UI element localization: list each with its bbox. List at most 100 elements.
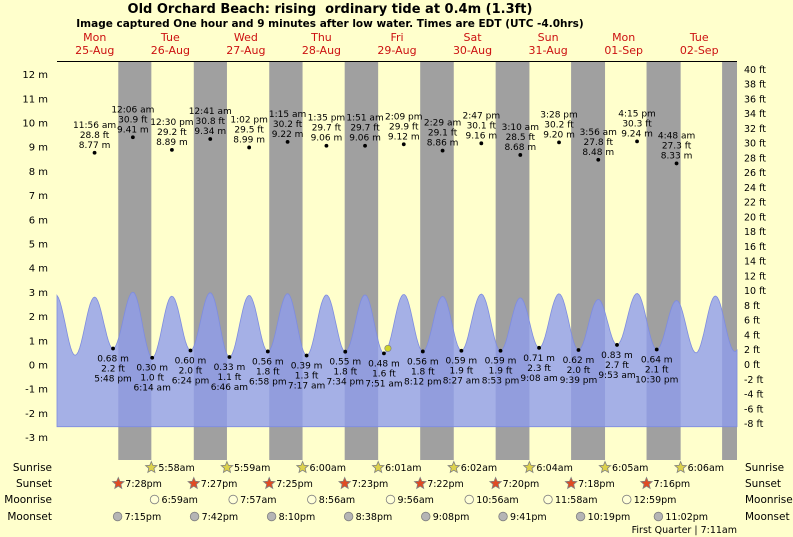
- almanac-label-moonset-right: Moonset: [745, 511, 790, 523]
- y-axis-left-tick-label: -2 m: [25, 409, 48, 420]
- sunrise-star-icon: [522, 460, 537, 474]
- sunset-time: 7:16pm: [654, 479, 691, 490]
- moonrise-event: 12:59pm: [622, 494, 677, 506]
- high-tide-feet: 28.5 ft: [506, 133, 536, 143]
- sunrise-event: 6:05am: [598, 460, 648, 474]
- low-tide-annotation: 0.55 m1.8 ft7:34 pm: [326, 349, 364, 388]
- low-tide-time: 7:17 am: [288, 382, 325, 392]
- y-axis-right-tick-label: 36 ft: [744, 94, 766, 105]
- y-axis-right-tick-label: 30 ft: [744, 139, 766, 150]
- low-tide-annotation: 0.59 m1.9 ft8:27 am: [443, 348, 480, 387]
- page-subtitle: Image captured One hour and 9 minutes af…: [76, 18, 584, 30]
- sunset-event: 7:25pm: [262, 476, 313, 490]
- y-axis-right-tick-label: 16 ft: [744, 242, 766, 253]
- moonset-time: 7:42pm: [202, 512, 239, 523]
- moonset-time: 8:38pm: [356, 512, 393, 523]
- low-tide-dot: [265, 349, 270, 354]
- y-axis-left-tick-label: 5 m: [29, 240, 48, 251]
- moonrise-time: 10:56am: [476, 495, 518, 506]
- y-axis-left-tick-label: 6 m: [29, 215, 48, 226]
- low-tide-annotation: 0.71 m2.3 ft9:08 am: [520, 345, 558, 384]
- sunset-time: 7:27pm: [201, 479, 238, 490]
- low-tide-meters: 0.68 m: [97, 355, 129, 365]
- low-tide-dot: [111, 346, 115, 351]
- high-tide-meters: 9.22 m: [272, 130, 304, 140]
- high-tide-time: 2:29 am: [424, 119, 461, 129]
- y-axis-right-tick-label: 28 ft: [744, 153, 766, 164]
- high-tide-time: 2:47 pm: [463, 111, 501, 121]
- moonset-icon: [266, 511, 277, 522]
- low-tide-dot: [188, 348, 193, 353]
- almanac-label-moonrise-left: Moonrise: [4, 494, 52, 506]
- high-tide-dot: [440, 148, 445, 153]
- high-tide-feet: 29.9 ft: [389, 122, 419, 132]
- high-tide-time: 4:15 pm: [618, 109, 656, 119]
- high-tide-dot: [635, 139, 639, 144]
- low-tide-feet: 2.3 ft: [527, 364, 551, 374]
- y-axis-left-tick-label: 1 m: [29, 336, 48, 347]
- sunset-event: 7:16pm: [639, 476, 691, 490]
- y-axis-right-tick-label: 6 ft: [744, 316, 760, 327]
- sunrise-star-icon: [295, 460, 310, 474]
- y-axis-left-tick-label: 11 m: [22, 94, 48, 105]
- y-axis-right-tick-label: 8 ft: [744, 301, 760, 312]
- moonset-time: 9:08pm: [433, 512, 470, 523]
- y-axis-right-tick-label: 40 ft: [744, 65, 766, 76]
- high-tide-feet: 29.1 ft: [428, 129, 458, 139]
- day-weekday-label: Mon: [612, 31, 635, 44]
- high-tide-feet: 27.8 ft: [584, 138, 614, 148]
- moonrise-time: 12:59pm: [634, 495, 677, 506]
- sunset-event: 7:23pm: [338, 476, 389, 490]
- sunset-time: 7:23pm: [352, 479, 389, 490]
- y-axis-left-tick-label: 0 m: [29, 361, 48, 372]
- sunset-event: 7:18pm: [564, 476, 615, 490]
- low-tide-feet: 1.9 ft: [450, 367, 474, 377]
- sunrise-time: 6:06am: [688, 463, 724, 474]
- sunset-time: 7:28pm: [125, 479, 162, 490]
- high-tide-feet: 29.7 ft: [350, 124, 380, 134]
- y-axis-right-tick-label: 24 ft: [744, 183, 766, 194]
- sunset-event: 7:27pm: [187, 476, 238, 490]
- moonset-event: 10:19pm: [575, 511, 630, 523]
- low-tide-time: 6:58 pm: [249, 377, 287, 387]
- low-tide-feet: 1.8 ft: [333, 368, 357, 378]
- moonset-event: 9:41pm: [498, 511, 547, 523]
- high-tide-time: 1:35 pm: [308, 114, 346, 124]
- low-tide-meters: 0.71 m: [523, 354, 555, 364]
- low-tide-annotation: 0.30 m1.0 ft6:14 am: [133, 355, 171, 394]
- moonset-event: 8:38pm: [343, 511, 393, 523]
- high-tide-time: 4:48 am: [658, 131, 695, 141]
- y-axis-right-tick-label: 34 ft: [744, 109, 766, 120]
- almanac-label-sunset-right: Sunset: [745, 478, 781, 490]
- sunrise-event: 6:01am: [371, 460, 422, 474]
- high-tide-feet: 29.2 ft: [157, 128, 187, 138]
- y-axis-right-tick-label: 22 ft: [744, 198, 766, 209]
- moonset-time: 9:41pm: [510, 512, 547, 523]
- moonset-event: 7:15pm: [112, 511, 161, 523]
- sunset-star-icon: [488, 476, 503, 490]
- sunrise-event: 6:06am: [673, 460, 724, 474]
- moonset-icon: [653, 511, 664, 522]
- low-tide-time: 6:14 am: [133, 384, 170, 394]
- sunrise-star-icon: [598, 460, 612, 474]
- high-tide-feet: 30.1 ft: [467, 121, 497, 131]
- moonrise-icon: [464, 494, 474, 505]
- high-tide-time: 3:10 am: [502, 123, 539, 133]
- day-weekday-label: Sun: [538, 31, 559, 44]
- high-tide-time: 1:15 am: [269, 110, 306, 120]
- sunrise-star-icon: [220, 460, 234, 474]
- high-tide-time: 1:51 am: [346, 114, 383, 124]
- moonrise-event: 7:57am: [228, 494, 277, 506]
- low-tide-dot: [576, 348, 581, 352]
- high-tide-meters: 9.12 m: [388, 132, 420, 142]
- low-tide-feet: 2.0 ft: [567, 366, 591, 376]
- sunrise-event: 6:00am: [295, 460, 346, 474]
- day-weekday-label: Thu: [310, 31, 332, 44]
